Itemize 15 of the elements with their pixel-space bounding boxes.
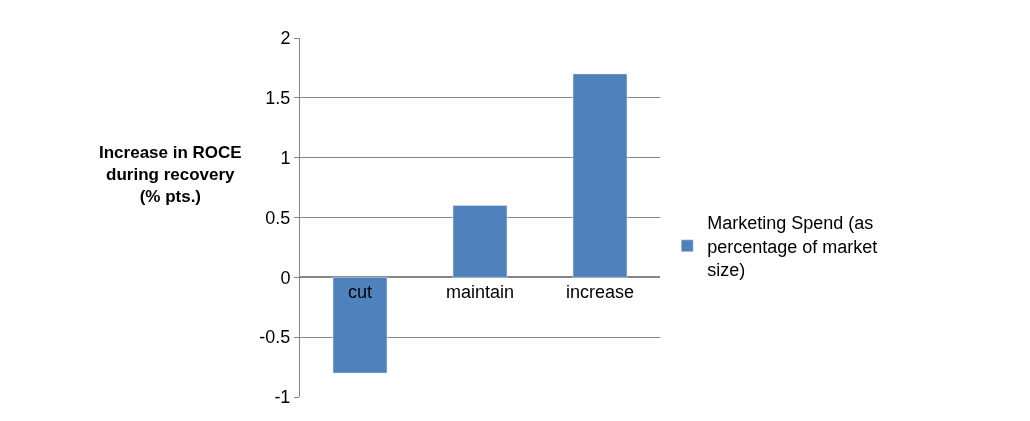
bar	[572, 73, 628, 278]
y-tick-label: 0	[280, 267, 291, 288]
x-tick-label: cut	[348, 282, 373, 302]
y-tick-label: 1	[280, 147, 291, 168]
y-tick-label: 0.5	[265, 207, 291, 228]
y-axis-title: Increase in ROCE during recovery (% pts.)	[99, 143, 242, 207]
legend-label: Marketing Spend (as percentage of market size)	[707, 213, 878, 281]
x-tick-label: increase	[566, 282, 635, 302]
bar	[332, 277, 388, 374]
y-tick-label: 2	[280, 28, 291, 49]
x-tick-label: maintain	[446, 282, 515, 302]
y-tick-label: -0.5	[259, 327, 291, 348]
y-tick-label: 1.5	[265, 88, 291, 109]
y-tick-label: -1	[274, 387, 291, 408]
bar	[452, 205, 508, 278]
